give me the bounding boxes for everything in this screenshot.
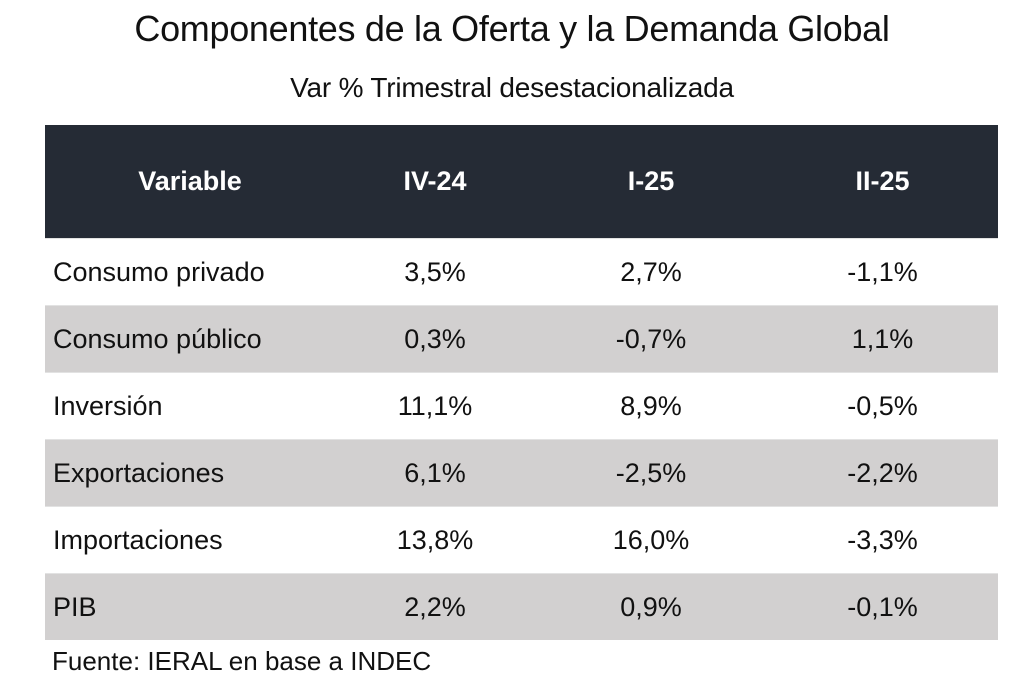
source-note: Fuente: IERAL en base a INDEC	[52, 646, 432, 676]
column-header-iv-24: IV-24	[403, 166, 467, 196]
table-row: Importaciones 13,8% 16,0% -3,3%	[45, 506, 998, 573]
table-row: PIB 2,2% 0,9% -0,1%	[45, 573, 998, 640]
cell-i-25: 0,9%	[620, 591, 682, 622]
cell-i-25: -2,5%	[615, 457, 687, 488]
cell-iv-24: 13,8%	[396, 524, 474, 555]
cell-i-25: 8,9%	[620, 390, 682, 421]
cell-ii-25: 1,1%	[851, 323, 914, 354]
cell-variable: PIB	[53, 591, 97, 622]
cell-variable: Importaciones	[53, 524, 223, 555]
cell-i-25: -0,7%	[615, 323, 687, 354]
cell-variable: Inversión	[53, 390, 163, 421]
cell-ii-25: -2,2%	[847, 457, 918, 488]
cell-iv-24: 11,1%	[397, 390, 473, 421]
cell-iv-24: 3,5%	[404, 256, 466, 287]
page-title: Componentes de la Oferta y la Demanda Gl…	[134, 8, 890, 49]
cell-i-25: 2,7%	[620, 256, 682, 287]
cell-iv-24: 0,3%	[404, 323, 466, 354]
cell-ii-25: -0,1%	[847, 591, 918, 622]
cell-ii-25: -3,3%	[847, 524, 918, 555]
cell-i-25: 16,0%	[612, 524, 690, 555]
page-subtitle: Var % Trimestral desestacionalizada	[290, 72, 734, 103]
cell-variable: Exportaciones	[53, 457, 225, 488]
column-header-variable: Variable	[138, 166, 242, 196]
column-header-i-25: I-25	[627, 166, 675, 196]
table-row: Consumo privado 3,5% 2,7% -1,1%	[45, 238, 998, 305]
cell-iv-24: 2,2%	[404, 591, 466, 622]
cell-ii-25: -0,5%	[847, 390, 918, 421]
column-header-ii-25: II-25	[855, 166, 910, 196]
table-row: Consumo público 0,3% -0,7% 1,1%	[45, 305, 998, 372]
cell-variable: Consumo público	[53, 323, 262, 354]
table-row: Inversión 11,1% 8,9% -0,5%	[45, 372, 998, 439]
cell-variable: Consumo privado	[53, 256, 265, 287]
cell-iv-24: 6,1%	[404, 457, 466, 488]
table-header: Variable IV-24 I-25 II-25	[45, 125, 998, 238]
cell-ii-25: -1,1%	[847, 256, 918, 287]
data-table: Variable IV-24 I-25 II-25 Consumo privad…	[45, 125, 998, 640]
table-row: Exportaciones 6,1% -2,5% -2,2%	[45, 439, 998, 506]
